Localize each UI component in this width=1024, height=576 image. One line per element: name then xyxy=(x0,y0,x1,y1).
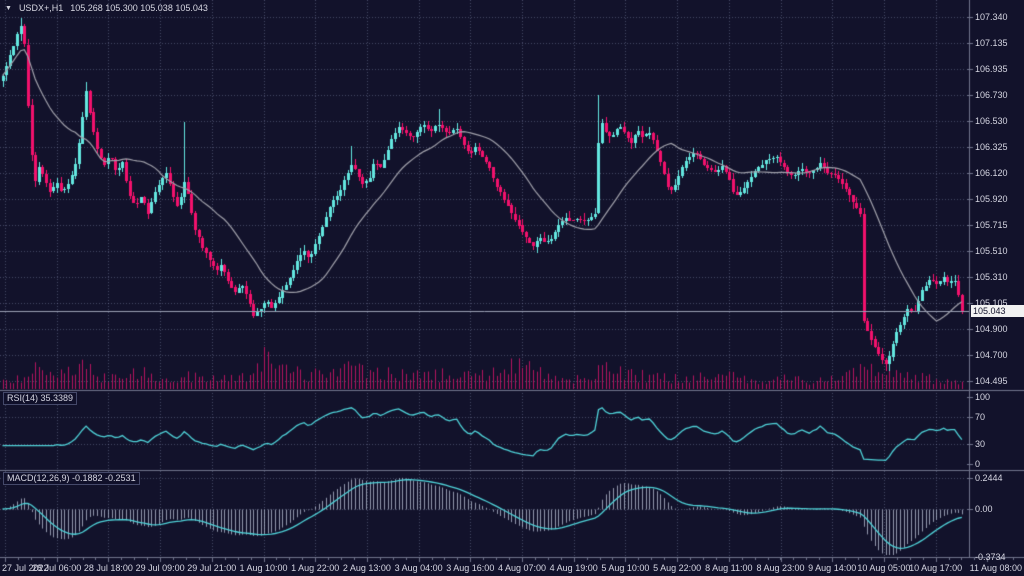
price-tick-label: 105.105 xyxy=(975,297,1008,308)
time-tick-label: 8 Aug 23:00 xyxy=(756,563,805,573)
time-tick-label: 4 Aug 07:00 xyxy=(497,563,547,573)
time-tick-label: 28 Jul 06:00 xyxy=(32,563,82,573)
price-tick-label: 104.900 xyxy=(975,324,1008,335)
time-tick-label: 28 Jul 18:00 xyxy=(83,563,133,573)
macd-indicator-label: MACD(12,26,9) -0.1882 -0.2531 xyxy=(3,472,140,485)
chart-header: ▼ USDX+,H1 105.268 105.300 105.038 105.0… xyxy=(5,3,208,13)
time-tick-label: 9 Aug 14:00 xyxy=(808,563,857,573)
symbol-dropdown-icon[interactable]: ▼ xyxy=(5,4,12,12)
time-tick-label: 11 Aug 08:00 xyxy=(969,563,1022,573)
macd-level-label: -0.3734 xyxy=(975,551,1006,562)
price-tick-label: 105.715 xyxy=(975,219,1008,230)
price-tick-label: 106.325 xyxy=(975,141,1008,152)
rsi-level-label: 70 xyxy=(975,412,986,423)
price-tick-label: 105.510 xyxy=(975,246,1008,257)
time-tick-label: 29 Jul 21:00 xyxy=(187,563,237,573)
time-tick-label: 1 Aug 10:00 xyxy=(239,563,288,573)
price-tick-label: 106.120 xyxy=(975,168,1008,179)
rsi-level-label: 30 xyxy=(975,438,986,449)
rsi-level-label: 0 xyxy=(975,459,981,469)
time-tick-label: 27 Jul 2022 xyxy=(2,563,49,573)
time-tick-label: 8 Aug 11:00 xyxy=(705,563,753,573)
time-tick-label: 3 Aug 16:00 xyxy=(446,563,495,573)
price-tick-label: 105.310 xyxy=(975,271,1008,282)
symbol-timeframe: USDX+,H1 xyxy=(18,3,64,13)
time-tick-label: 4 Aug 19:00 xyxy=(549,563,598,573)
price-tick-label: 107.340 xyxy=(975,12,1008,22)
price-tick-label: 105.920 xyxy=(975,193,1008,204)
time-tick-label: 10 Aug 17:00 xyxy=(909,563,963,573)
time-tick-label: 3 Aug 04:00 xyxy=(394,563,443,573)
time-tick-label: 2 Aug 13:00 xyxy=(342,563,391,573)
time-tick-label: 5 Aug 10:00 xyxy=(601,563,650,573)
macd-level-label: 0.00 xyxy=(975,504,993,514)
price-tick-label: 106.730 xyxy=(975,90,1008,101)
price-tick-label: 104.495 xyxy=(975,376,1008,386)
current-price-tag: 105.043 xyxy=(971,305,1024,317)
price-tick-label: 107.135 xyxy=(975,38,1008,49)
time-tick-label: 10 Aug 05:00 xyxy=(857,563,911,573)
macd-level-label: 0.2444 xyxy=(975,472,1003,483)
price-tick-label: 106.935 xyxy=(975,63,1008,74)
time-tick-label: 5 Aug 22:00 xyxy=(653,563,702,573)
price-tick-label: 106.530 xyxy=(975,115,1008,126)
rsi-level-label: 100 xyxy=(975,392,991,402)
rsi-indicator-label: RSI(14) 35.3389 xyxy=(3,392,78,405)
ohlc-values: 105.268 105.300 105.038 105.043 xyxy=(70,3,208,13)
time-tick-label: 29 Jul 09:00 xyxy=(135,563,185,573)
price-tick-label: 104.700 xyxy=(975,349,1008,360)
time-tick-label: 1 Aug 22:00 xyxy=(291,563,340,573)
